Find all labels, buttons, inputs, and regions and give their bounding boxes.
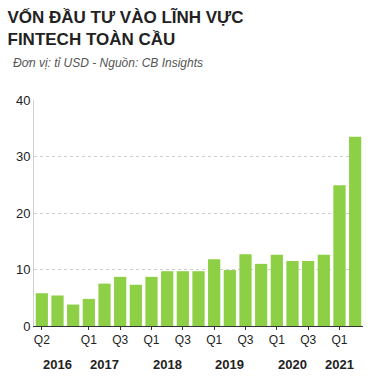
svg-text:Q1: Q1	[269, 333, 285, 347]
svg-text:2019: 2019	[215, 357, 244, 372]
svg-text:30: 30	[16, 149, 30, 164]
svg-text:2016: 2016	[43, 357, 72, 372]
svg-text:40: 40	[16, 93, 30, 108]
svg-text:0: 0	[23, 319, 30, 334]
svg-text:Q1: Q1	[81, 333, 97, 347]
svg-text:2018: 2018	[153, 357, 182, 372]
svg-text:10: 10	[16, 262, 30, 277]
svg-text:Q1: Q1	[206, 333, 222, 347]
svg-text:Q1: Q1	[143, 333, 159, 347]
svg-text:20: 20	[16, 206, 30, 221]
svg-text:2020: 2020	[278, 357, 307, 372]
svg-text:2017: 2017	[90, 357, 119, 372]
svg-text:Q2: Q2	[34, 333, 50, 347]
svg-text:Q1: Q1	[331, 333, 347, 347]
svg-text:VỐN ĐẦU TƯ VÀO LĨNH VỰCFINTECH: VỐN ĐẦU TƯ VÀO LĨNH VỰCFINTECH TOÀN CẦU	[8, 7, 244, 49]
svg-text:Q3: Q3	[112, 333, 128, 347]
svg-text:2021: 2021	[325, 357, 354, 372]
svg-text:Đơn vị: tỉ USD - Nguồn: CB Ins: Đơn vị: tỉ USD - Nguồn: CB Insights	[13, 56, 203, 70]
svg-text:Q3: Q3	[237, 333, 253, 347]
svg-text:Q3: Q3	[175, 333, 191, 347]
svg-text:Q3: Q3	[300, 333, 316, 347]
